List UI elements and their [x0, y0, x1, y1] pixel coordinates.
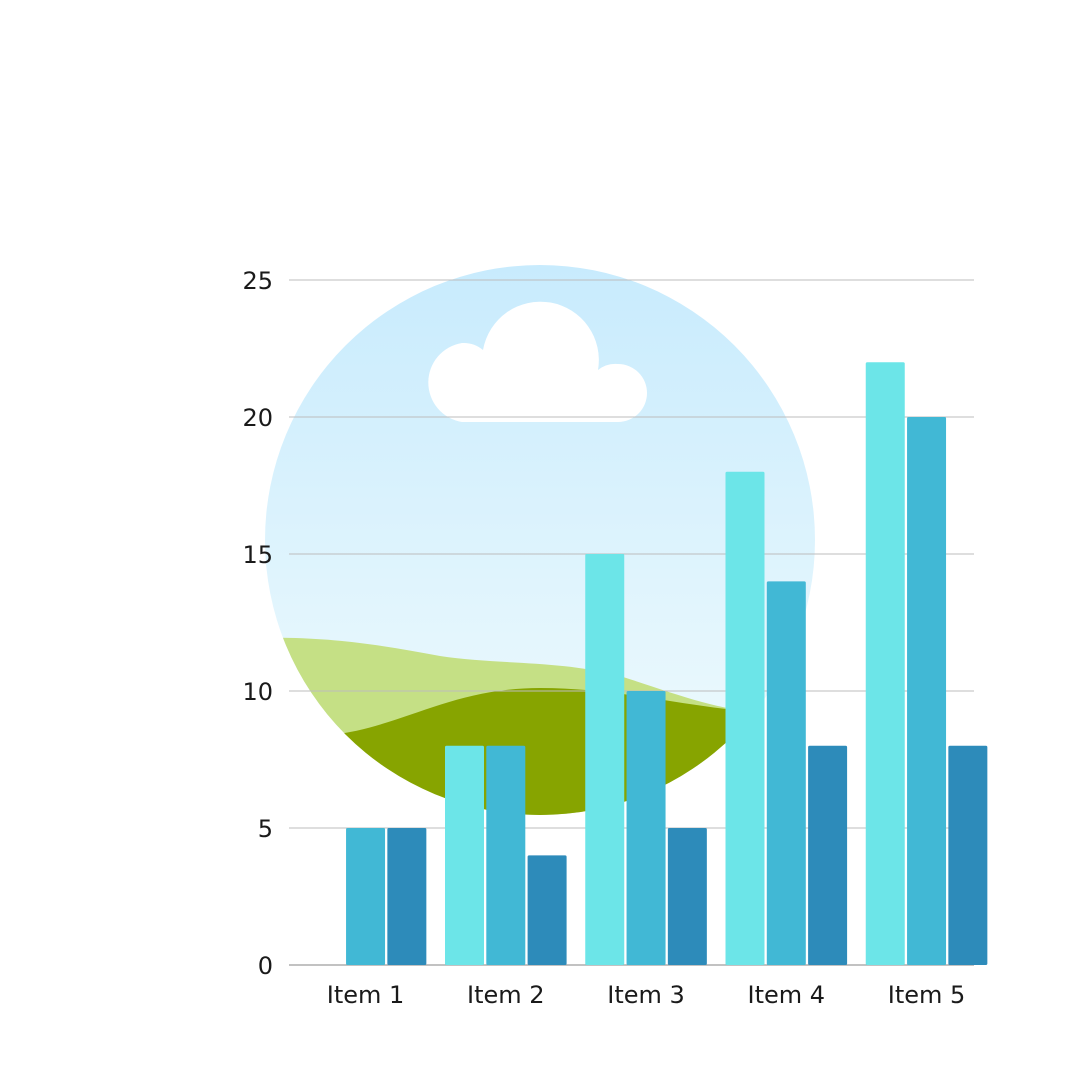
x-axis-category-labels: Item 1 Item 2 Item 3 Item 4 Item 5 [327, 981, 966, 1009]
y-tick-label: 5 [258, 815, 273, 843]
bar-series-3-item-5 [948, 745, 988, 965]
x-category-label: Item 3 [607, 981, 685, 1009]
y-tick-label: 15 [242, 541, 273, 569]
y-tick-label: 25 [242, 267, 273, 295]
y-tick-label: 0 [258, 952, 273, 980]
bar-series-1-item-5 [865, 362, 905, 965]
y-tick-label: 10 [242, 678, 273, 706]
bar-series-2-item-2 [486, 745, 526, 965]
bar-series-3-item-4 [808, 745, 848, 965]
x-category-label: Item 1 [327, 981, 405, 1009]
bar-series-3-item-1 [387, 828, 427, 965]
bar-series-1-item-4 [725, 471, 765, 965]
bar-series-2-item-1 [346, 828, 386, 965]
x-category-label: Item 2 [467, 981, 545, 1009]
y-tick-label: 20 [242, 404, 273, 432]
bar-series-1-item-3 [585, 554, 625, 965]
bar-series-2-item-5 [907, 417, 947, 965]
bar-series-3-item-2 [527, 855, 567, 965]
y-axis-tick-labels: 0 5 10 15 20 25 [242, 267, 273, 980]
bar-series-2-item-4 [766, 581, 806, 965]
bar-series-2-item-3 [626, 691, 666, 965]
bar-series-3-item-3 [667, 828, 707, 965]
x-category-label: Item 5 [888, 981, 966, 1009]
bar-marks [346, 362, 988, 965]
x-category-label: Item 4 [748, 981, 826, 1009]
cloud-icon [428, 301, 647, 422]
bar-series-1-item-2 [445, 745, 484, 965]
